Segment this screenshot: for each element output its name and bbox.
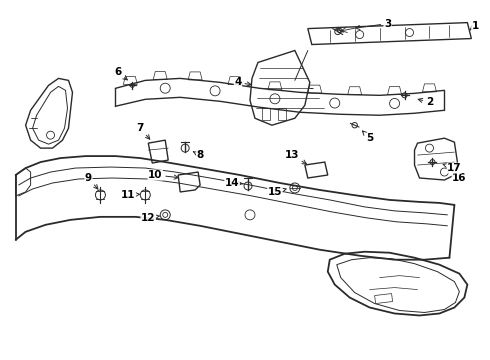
Text: 14: 14 <box>225 178 243 188</box>
Text: 12: 12 <box>141 213 159 223</box>
Text: 15: 15 <box>268 187 286 197</box>
Text: 10: 10 <box>148 170 178 180</box>
Text: 16: 16 <box>452 170 466 183</box>
Text: 11: 11 <box>121 190 140 200</box>
Text: 4: 4 <box>234 77 251 87</box>
Text: 13: 13 <box>285 150 307 164</box>
Text: 3: 3 <box>356 19 391 30</box>
Text: 8: 8 <box>194 150 204 160</box>
Text: 6: 6 <box>115 67 127 80</box>
Text: 5: 5 <box>363 131 373 143</box>
Text: 2: 2 <box>418 97 433 107</box>
Text: 9: 9 <box>85 173 98 189</box>
Text: 17: 17 <box>443 163 462 173</box>
Text: 7: 7 <box>137 123 150 139</box>
Text: 1: 1 <box>470 21 479 31</box>
